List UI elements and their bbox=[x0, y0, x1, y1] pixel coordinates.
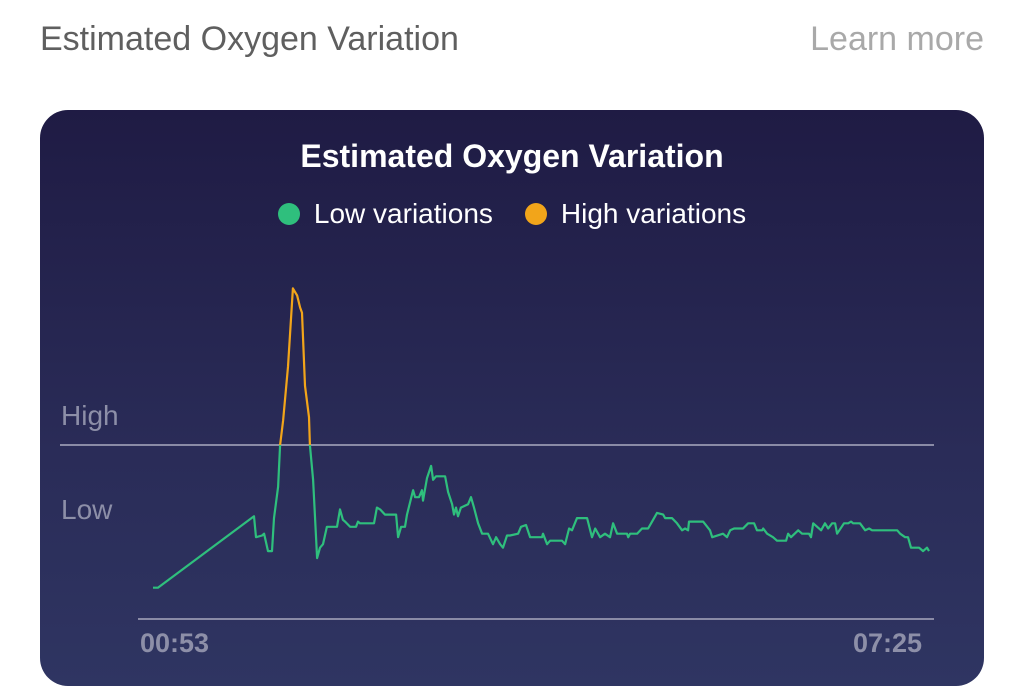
chart-legend: Low variations High variations bbox=[0, 198, 1024, 230]
chart-title: Estimated Oxygen Variation bbox=[300, 138, 724, 174]
legend-item-high: High variations bbox=[524, 198, 747, 230]
section-title: Estimated Oxygen Variation bbox=[40, 20, 459, 58]
low-variation-line bbox=[153, 445, 930, 589]
x-tick-start: 00:53 bbox=[140, 628, 210, 658]
legend-dot-high-icon bbox=[524, 203, 547, 225]
x-tick-end: 07:25 bbox=[853, 628, 923, 658]
learn-more-link[interactable]: Learn more bbox=[810, 20, 984, 58]
legend-label-high: High variations bbox=[560, 198, 747, 229]
chart-card bbox=[40, 110, 984, 686]
legend-dot-low-icon bbox=[277, 203, 300, 225]
y-label-high: High bbox=[61, 400, 119, 431]
high-variation-line bbox=[278, 287, 312, 445]
legend-item-low: Low variations bbox=[277, 198, 493, 230]
y-label-low: Low bbox=[61, 494, 113, 525]
legend-label-low: Low variations bbox=[313, 198, 493, 229]
